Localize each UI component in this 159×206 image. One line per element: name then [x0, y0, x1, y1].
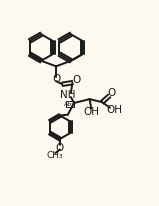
Text: O: O	[52, 74, 60, 84]
Text: Abs: Abs	[64, 102, 76, 107]
FancyBboxPatch shape	[66, 101, 74, 107]
Text: O: O	[56, 143, 64, 152]
Text: O: O	[108, 88, 116, 97]
Text: O: O	[72, 75, 80, 85]
Text: CH₃: CH₃	[47, 151, 64, 160]
Text: OH: OH	[106, 105, 122, 115]
Text: OH: OH	[83, 107, 99, 117]
Text: NH: NH	[60, 90, 76, 100]
